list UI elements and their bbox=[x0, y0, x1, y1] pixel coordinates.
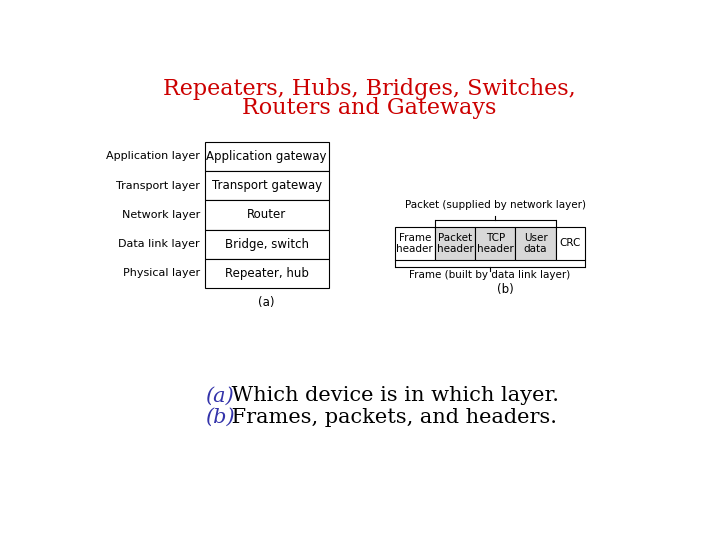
Text: Packet
header: Packet header bbox=[436, 233, 474, 254]
Bar bbox=[435, 226, 475, 260]
Text: Repeaters, Hubs, Bridges, Switches,: Repeaters, Hubs, Bridges, Switches, bbox=[163, 78, 575, 100]
Text: Routers and Gateways: Routers and Gateways bbox=[242, 97, 496, 119]
Text: Frame (built by data link layer): Frame (built by data link layer) bbox=[409, 269, 570, 280]
Text: Router: Router bbox=[247, 208, 287, 221]
Text: Network layer: Network layer bbox=[122, 210, 200, 220]
Bar bbox=[204, 142, 329, 171]
Text: Data link layer: Data link layer bbox=[118, 239, 200, 249]
Text: Physical layer: Physical layer bbox=[123, 268, 200, 279]
Bar bbox=[475, 226, 516, 260]
Text: Application layer: Application layer bbox=[106, 151, 200, 161]
Bar bbox=[204, 259, 329, 288]
Text: (b): (b) bbox=[204, 408, 234, 427]
Text: (a): (a) bbox=[204, 387, 233, 406]
Text: Bridge, switch: Bridge, switch bbox=[225, 238, 309, 251]
Text: TCP
header: TCP header bbox=[477, 233, 513, 254]
Bar bbox=[204, 200, 329, 230]
Text: User
data: User data bbox=[523, 233, 547, 254]
Text: Application gateway: Application gateway bbox=[207, 150, 327, 163]
Text: (b): (b) bbox=[497, 284, 514, 296]
Bar bbox=[556, 226, 585, 260]
Bar bbox=[395, 226, 435, 260]
Bar bbox=[516, 226, 556, 260]
Bar bbox=[204, 171, 329, 200]
Text: Transport layer: Transport layer bbox=[116, 181, 200, 191]
Text: Transport gateway: Transport gateway bbox=[212, 179, 322, 192]
Bar bbox=[204, 230, 329, 259]
Text: Frame
header: Frame header bbox=[396, 233, 433, 254]
Text: (a): (a) bbox=[258, 296, 275, 309]
Text: CRC: CRC bbox=[560, 239, 581, 248]
Text: Packet (supplied by network layer): Packet (supplied by network layer) bbox=[405, 200, 586, 210]
Text: Frames, packets, and headers.: Frames, packets, and headers. bbox=[225, 408, 557, 427]
Text: Which device is in which layer.: Which device is in which layer. bbox=[225, 387, 559, 406]
Text: Repeater, hub: Repeater, hub bbox=[225, 267, 309, 280]
